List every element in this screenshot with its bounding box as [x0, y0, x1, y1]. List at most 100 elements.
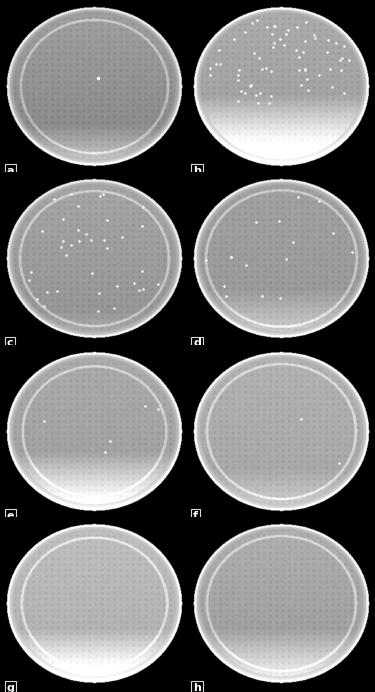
Point: [57, 242, 63, 253]
Point: [44, 286, 50, 297]
Point: [254, 90, 260, 101]
Point: [268, 66, 274, 77]
Point: [249, 17, 255, 28]
Point: [298, 414, 304, 425]
Point: [346, 55, 352, 66]
Point: [293, 44, 299, 55]
Point: [337, 54, 343, 65]
Point: [60, 236, 66, 247]
Point: [327, 64, 333, 75]
Point: [277, 33, 283, 44]
Point: [213, 59, 219, 70]
Point: [271, 21, 277, 32]
Point: [111, 303, 117, 314]
Point: [207, 62, 213, 73]
Point: [26, 274, 32, 285]
Point: [247, 81, 253, 92]
Point: [54, 285, 60, 296]
Point: [114, 281, 120, 292]
Point: [302, 64, 307, 75]
Point: [269, 29, 275, 40]
Point: [100, 189, 106, 200]
Point: [42, 416, 48, 427]
Point: [101, 235, 107, 246]
Point: [216, 44, 222, 55]
Point: [266, 98, 272, 109]
Point: [139, 221, 145, 232]
Point: [96, 287, 102, 298]
Point: [89, 267, 95, 278]
Text: f: f: [193, 511, 198, 520]
Point: [75, 201, 81, 212]
Point: [264, 21, 270, 33]
Point: [155, 279, 161, 290]
Point: [296, 51, 302, 62]
Point: [235, 69, 241, 80]
Point: [142, 401, 148, 412]
Point: [238, 85, 244, 96]
Point: [256, 52, 262, 63]
Point: [235, 74, 241, 85]
Point: [140, 284, 146, 295]
Point: [236, 65, 242, 76]
Text: e: e: [7, 511, 14, 520]
Point: [248, 80, 254, 91]
Point: [228, 251, 234, 262]
Point: [276, 215, 282, 226]
Point: [302, 64, 308, 75]
Point: [329, 82, 335, 93]
Point: [271, 37, 277, 48]
Point: [338, 64, 344, 75]
Point: [28, 266, 34, 277]
Point: [296, 64, 302, 75]
Point: [243, 260, 249, 271]
Point: [97, 190, 103, 201]
Point: [106, 435, 112, 446]
Point: [254, 15, 260, 26]
Point: [315, 69, 321, 80]
Point: [284, 253, 290, 264]
Text: g: g: [7, 683, 15, 692]
Point: [60, 214, 66, 225]
Point: [300, 47, 306, 58]
Point: [333, 37, 339, 48]
Point: [290, 237, 296, 248]
Point: [131, 277, 137, 289]
Point: [118, 231, 124, 242]
Text: d: d: [193, 338, 201, 348]
Point: [41, 300, 47, 311]
Point: [253, 216, 259, 227]
Point: [312, 33, 318, 44]
Point: [88, 235, 94, 246]
Point: [273, 21, 279, 32]
Point: [155, 403, 161, 415]
Point: [242, 26, 248, 37]
Point: [305, 84, 311, 95]
Point: [277, 293, 283, 304]
Text: h: h: [193, 683, 201, 692]
Text: c: c: [7, 338, 13, 348]
Point: [311, 29, 317, 40]
Point: [136, 284, 142, 295]
Point: [68, 239, 74, 251]
Point: [251, 48, 257, 59]
Point: [242, 87, 248, 98]
Point: [298, 80, 304, 91]
Point: [268, 90, 274, 101]
Point: [304, 73, 310, 84]
Point: [75, 225, 81, 236]
Point: [255, 98, 261, 109]
Point: [303, 35, 309, 46]
Point: [95, 73, 101, 84]
Point: [139, 265, 145, 276]
Point: [282, 28, 288, 39]
Point: [260, 290, 266, 301]
Point: [217, 59, 223, 70]
Point: [84, 229, 90, 240]
Point: [294, 22, 300, 33]
Point: [104, 215, 110, 226]
Text: b: b: [193, 166, 201, 176]
Point: [303, 17, 309, 28]
Point: [231, 34, 237, 45]
Point: [68, 189, 74, 200]
